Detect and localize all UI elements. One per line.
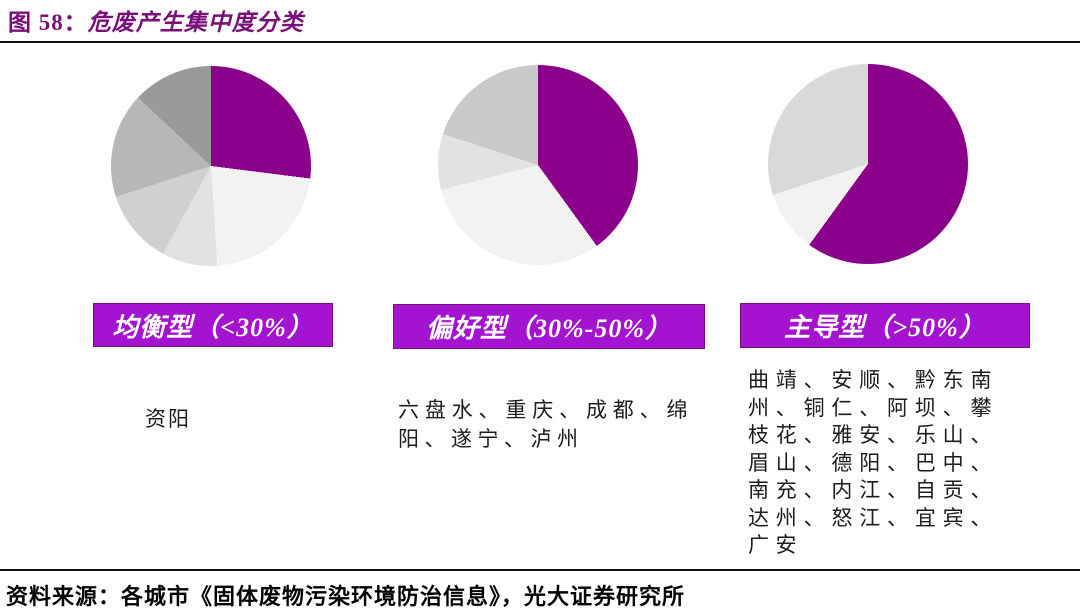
- city-list-preference: 六盘水、重庆、成都、绵阳、遂宁、泸州: [398, 398, 693, 451]
- data-source: 资料来源：各城市《固体废物污染环境防治信息》，光大证券研究所: [6, 584, 686, 609]
- title-divider-line: [0, 41, 1080, 43]
- footer-divider-line: [0, 569, 1080, 571]
- pie-chart-balanced: [111, 66, 311, 266]
- city-list-dominant: 曲靖、安顺、黔东南州、铜仁、阿坝、攀枝花、雅安、乐山、眉山、德阳、巴中、南充、内…: [748, 368, 998, 557]
- pie-chart-dominant: [768, 64, 968, 264]
- figure-title-text: 危废产生集中度分类: [87, 10, 304, 35]
- banner-balanced-label: 均衡型（<30%）: [112, 312, 314, 342]
- banner-balanced: 均衡型（<30%）: [93, 303, 333, 347]
- banner-dominant: 主导型（>50%）: [740, 303, 1030, 348]
- banner-preference: 偏好型（30%-50%）: [393, 304, 705, 349]
- city-list-balanced: 资阳: [145, 407, 191, 431]
- banner-preference-label: 偏好型（30%-50%）: [426, 314, 672, 343]
- pie-chart-preference: [438, 65, 638, 265]
- figure-title: 图 58：危废产生集中度分类: [8, 3, 304, 37]
- banner-dominant-label: 主导型（>50%）: [784, 313, 986, 342]
- figure-number: 图 58：: [8, 10, 88, 35]
